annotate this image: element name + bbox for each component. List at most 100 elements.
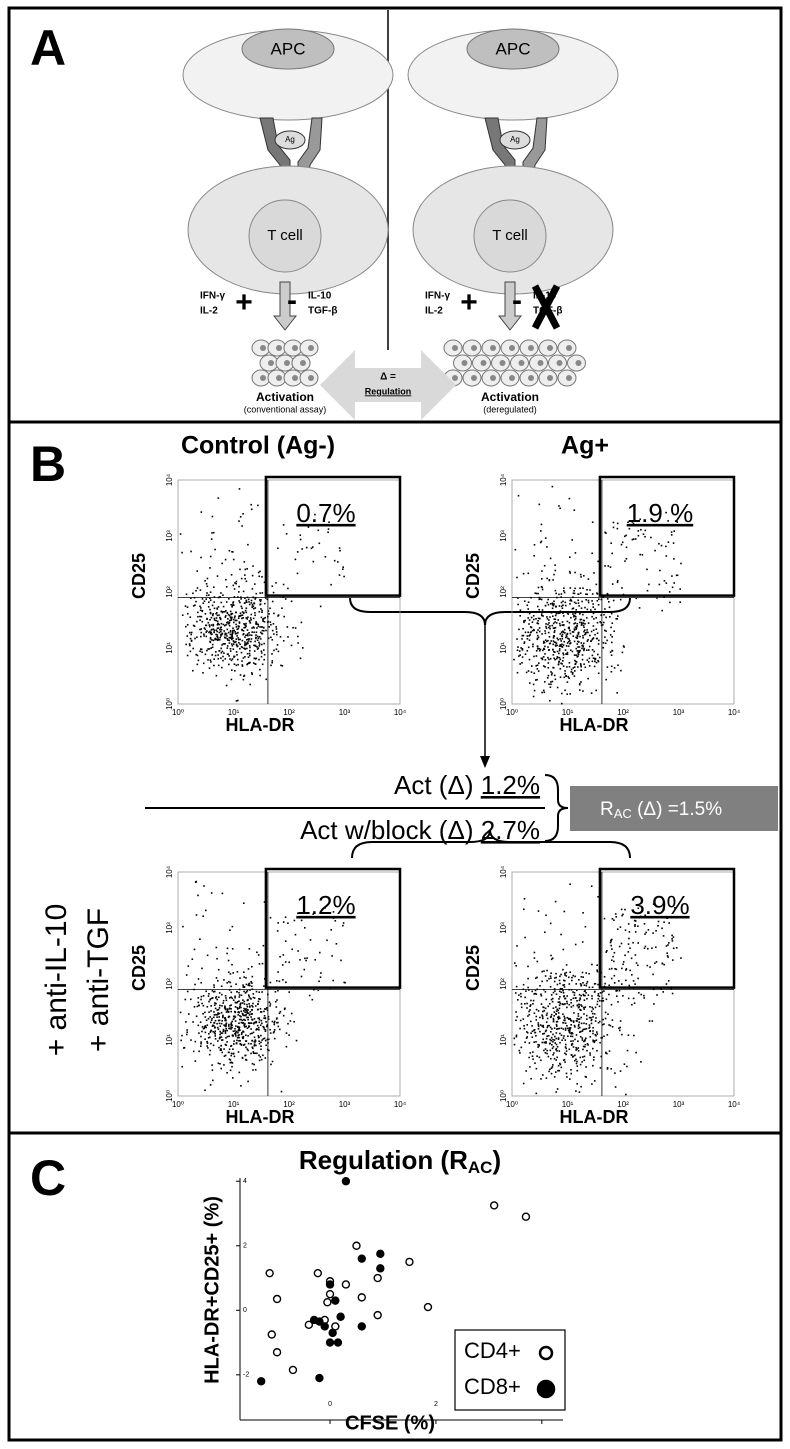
event-dot — [606, 1052, 608, 1055]
event-dot — [676, 574, 679, 577]
event-dot — [555, 1032, 558, 1034]
event-dot — [279, 636, 282, 638]
event-dot — [595, 689, 597, 692]
event-dot — [250, 619, 252, 621]
event-dot — [597, 896, 599, 898]
event-dot — [275, 648, 278, 650]
event-dot — [251, 1062, 254, 1065]
event-dot — [578, 1006, 580, 1008]
event-dot — [338, 574, 341, 576]
event-dot — [610, 665, 613, 668]
event-dot — [667, 541, 670, 543]
event-dot — [621, 983, 623, 985]
event-dot — [249, 1005, 251, 1007]
event-dot — [554, 678, 557, 681]
event-dot — [249, 661, 251, 664]
event-dot — [256, 1028, 259, 1031]
event-dot — [282, 524, 285, 526]
event-dot — [223, 611, 226, 613]
event-dot — [292, 626, 294, 629]
event-dot — [564, 1039, 567, 1041]
title: Regulation (R — [299, 1145, 468, 1175]
legend-label: CD4+ — [464, 1338, 521, 1363]
event-dot — [247, 598, 250, 601]
event-dot — [583, 647, 585, 650]
event-dot — [221, 1032, 224, 1034]
event-dot — [245, 1040, 248, 1042]
event-dot — [232, 618, 235, 621]
event-dot — [670, 534, 673, 536]
event-dot — [618, 980, 620, 982]
event-dot — [217, 1019, 220, 1022]
event-dot — [544, 537, 547, 539]
point — [357, 1322, 366, 1331]
event-dot — [568, 662, 571, 664]
event-dot — [230, 613, 232, 616]
event-dot — [562, 656, 565, 659]
event-dot — [545, 914, 547, 917]
event-dot — [549, 1026, 552, 1029]
event-dot — [622, 963, 624, 966]
event-dot — [546, 601, 549, 604]
event-dot — [608, 1050, 611, 1052]
event-dot — [215, 629, 218, 631]
event-dot — [589, 634, 591, 637]
event-dot — [595, 1017, 597, 1019]
event-dot — [259, 570, 261, 573]
event-dot — [209, 555, 212, 558]
event-dot — [261, 643, 263, 646]
event-dot — [203, 885, 205, 887]
event-dot — [537, 670, 540, 672]
event-dot — [232, 640, 235, 642]
apc-label: APC — [496, 39, 531, 58]
event-dot — [255, 592, 258, 595]
event-dot — [568, 570, 571, 573]
event-dot — [648, 583, 650, 586]
event-dot — [256, 627, 258, 629]
event-dot — [222, 1028, 225, 1031]
event-dot — [539, 598, 542, 600]
event-dot — [209, 612, 212, 615]
event-dot — [188, 1013, 190, 1015]
event-dot — [558, 1001, 561, 1003]
event-dot — [619, 1026, 621, 1029]
event-dot — [561, 1039, 563, 1041]
event-dot — [592, 637, 595, 639]
event-dot — [333, 559, 336, 562]
x-axis-label: HLA-DR — [560, 715, 629, 735]
event-dot — [600, 614, 602, 616]
event-dot — [535, 1015, 538, 1018]
legend-symbol — [538, 1345, 554, 1361]
event-dot — [334, 920, 337, 922]
event-dot — [583, 999, 586, 1001]
event-dot — [232, 1018, 235, 1021]
event-dot — [276, 999, 278, 1001]
event-dot — [231, 1020, 233, 1023]
event-dot — [554, 977, 556, 979]
event-dot — [546, 1052, 548, 1055]
event-dot — [255, 634, 257, 636]
event-dot — [552, 991, 555, 994]
event-dot — [237, 663, 239, 666]
event-dot — [312, 560, 315, 563]
event-dot — [530, 1077, 532, 1080]
gate-box — [598, 867, 736, 989]
event-dot — [582, 1028, 584, 1031]
event-dot — [257, 1008, 259, 1011]
event-dot — [535, 679, 537, 681]
event-dot — [540, 1003, 543, 1005]
event-dot — [593, 1056, 595, 1058]
event-dot — [621, 1033, 623, 1036]
event-dot — [254, 612, 256, 614]
event-dot — [193, 625, 196, 627]
y-axis-label: HLA-DR+CD25+ (%) — [201, 1196, 223, 1384]
event-dot — [593, 650, 595, 653]
event-dot — [254, 598, 256, 600]
event-dot — [285, 1045, 288, 1048]
event-dot — [230, 1061, 233, 1064]
event-dot — [200, 1045, 202, 1047]
event-dot — [555, 1059, 557, 1061]
event-dot — [543, 1049, 545, 1052]
event-dot — [567, 1029, 570, 1032]
event-dot — [179, 533, 182, 535]
